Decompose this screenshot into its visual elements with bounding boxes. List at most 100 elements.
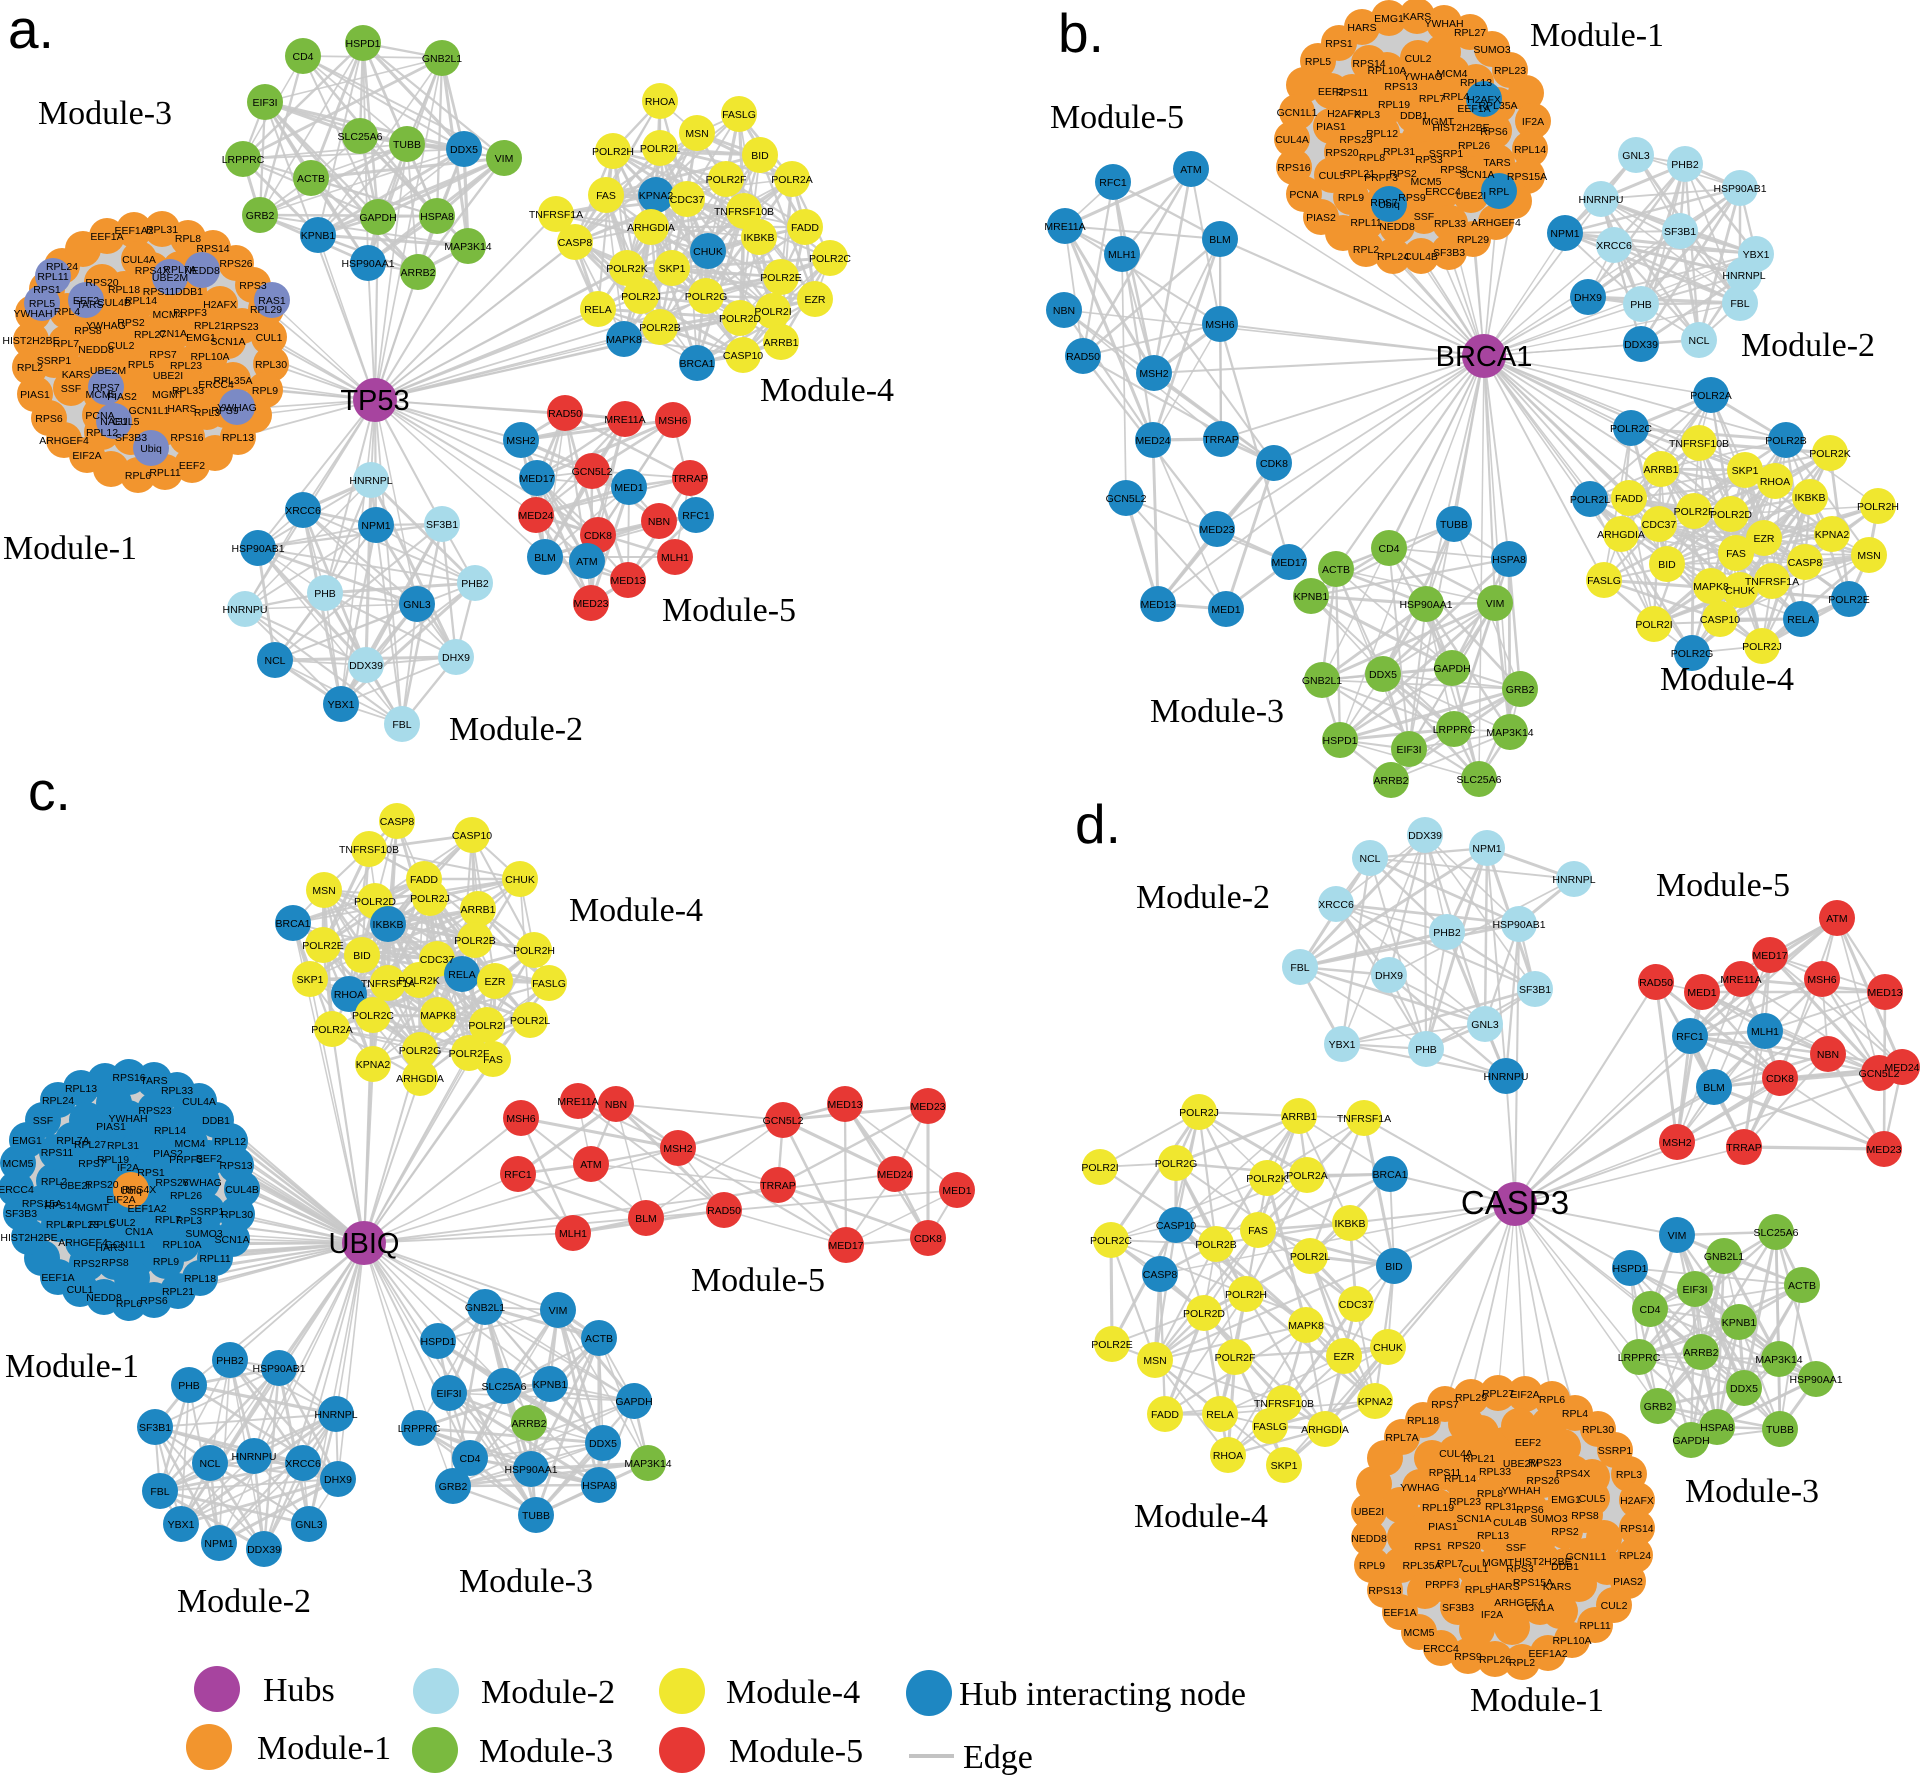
svg-text:EZR: EZR (1754, 533, 1775, 545)
svg-text:RPS16: RPS16 (112, 1072, 145, 1084)
svg-text:Hub interacting node: Hub interacting node (959, 1676, 1246, 1713)
svg-text:RPL12: RPL12 (1366, 128, 1398, 140)
svg-text:MSH2: MSH2 (663, 1143, 692, 1155)
svg-text:CASP10: CASP10 (1156, 1220, 1196, 1232)
svg-text:MCM5: MCM5 (86, 389, 117, 401)
svg-text:PHB2: PHB2 (1433, 927, 1461, 939)
svg-text:KPNB1: KPNB1 (1722, 1317, 1757, 1329)
svg-text:RPS23: RPS23 (225, 321, 258, 333)
svg-text:CN1A: CN1A (1526, 1602, 1554, 1614)
svg-text:HSPD1: HSPD1 (420, 1336, 455, 1348)
svg-text:POLR2A: POLR2A (1286, 1170, 1327, 1182)
svg-text:PHB: PHB (1415, 1044, 1437, 1056)
svg-text:FAS: FAS (1248, 1225, 1268, 1237)
svg-text:EEF1A: EEF1A (41, 1272, 74, 1284)
svg-text:UBE2I: UBE2I (1456, 190, 1486, 202)
svg-text:LRPPRC: LRPPRC (1433, 724, 1476, 736)
svg-text:PRPF3: PRPF3 (1425, 1579, 1459, 1591)
svg-text:HSP90AB1: HSP90AB1 (1713, 183, 1766, 195)
svg-text:ARHGDIA: ARHGDIA (627, 222, 675, 234)
svg-text:PHB2: PHB2 (461, 578, 489, 590)
svg-text:HIST2H2BE: HIST2H2BE (0, 1232, 57, 1244)
svg-text:YBX1: YBX1 (168, 1519, 195, 1531)
svg-text:MSH2: MSH2 (506, 435, 535, 447)
svg-text:RFC1: RFC1 (1676, 1031, 1704, 1043)
svg-text:RPL19: RPL19 (97, 1154, 129, 1166)
svg-text:RPL33: RPL33 (1434, 218, 1466, 230)
svg-text:YWHAG: YWHAG (1400, 1482, 1440, 1494)
svg-text:DDX39: DDX39 (349, 660, 383, 672)
svg-text:MLH1: MLH1 (1108, 249, 1136, 261)
svg-text:PRPF3: PRPF3 (1364, 172, 1398, 184)
svg-text:CUL4B: CUL4B (1404, 251, 1438, 263)
svg-text:MRE11A: MRE11A (557, 1096, 598, 1108)
svg-text:PIAS1: PIAS1 (1316, 121, 1346, 133)
svg-text:Ubiq: Ubiq (1378, 199, 1400, 211)
svg-text:YWHAH: YWHAH (1501, 1485, 1540, 1497)
svg-text:EZR: EZR (485, 976, 506, 988)
svg-text:RPL7: RPL7 (53, 338, 79, 350)
svg-text:BID: BID (751, 150, 769, 162)
svg-text:CDK8: CDK8 (914, 1233, 942, 1245)
svg-text:Module-3: Module-3 (38, 95, 172, 132)
svg-text:MSH6: MSH6 (506, 1113, 535, 1125)
svg-text:Module-5: Module-5 (1050, 99, 1184, 136)
svg-text:GNL3: GNL3 (1471, 1019, 1499, 1031)
svg-text:HNRNPU: HNRNPU (1484, 1071, 1529, 1083)
svg-text:POLR2C: POLR2C (1610, 423, 1652, 435)
svg-text:MLH1: MLH1 (661, 552, 689, 564)
svg-text:SKP1: SKP1 (1732, 465, 1759, 477)
svg-text:RPS8: RPS8 (74, 325, 102, 337)
svg-text:RPS1: RPS1 (1414, 1541, 1442, 1553)
svg-text:RPL13: RPL13 (1460, 77, 1492, 89)
svg-text:HNRNPU: HNRNPU (1579, 194, 1624, 206)
svg-text:RPS26: RPS26 (155, 1177, 188, 1189)
svg-text:EIF2A: EIF2A (1510, 1389, 1539, 1401)
svg-text:EIF3I: EIF3I (1682, 1284, 1707, 1296)
svg-text:TARS: TARS (1483, 157, 1510, 169)
svg-text:RPS1: RPS1 (1325, 38, 1353, 50)
svg-text:ATM: ATM (576, 556, 597, 568)
svg-text:GRB2: GRB2 (1506, 684, 1535, 696)
svg-text:GCN5L2: GCN5L2 (1859, 1068, 1900, 1080)
svg-text:RPS14: RPS14 (196, 243, 229, 255)
svg-text:DHX9: DHX9 (324, 1474, 352, 1486)
svg-text:RPL21: RPL21 (1343, 168, 1375, 180)
svg-text:HNRNPL: HNRNPL (1722, 270, 1765, 282)
svg-text:MGMT: MGMT (152, 389, 185, 401)
svg-text:POLR2B: POLR2B (1195, 1239, 1236, 1251)
svg-text:MSH2: MSH2 (1662, 1137, 1691, 1149)
svg-text:KARS: KARS (1403, 11, 1432, 23)
svg-text:HARS: HARS (95, 1242, 124, 1254)
svg-text:EIF3I: EIF3I (252, 97, 277, 109)
svg-text:POLR2D: POLR2D (719, 313, 761, 325)
svg-text:CASP3: CASP3 (1461, 1184, 1569, 1221)
svg-text:TNFRSF1A: TNFRSF1A (361, 978, 415, 990)
svg-text:RPL29: RPL29 (1455, 1392, 1487, 1404)
svg-text:MCM5: MCM5 (1411, 176, 1442, 188)
svg-text:ATM: ATM (1180, 164, 1201, 176)
svg-text:HSPA8: HSPA8 (1492, 554, 1526, 566)
svg-text:ARHGEF4: ARHGEF4 (1494, 1597, 1544, 1609)
svg-text:MSH6: MSH6 (1807, 974, 1836, 986)
svg-text:KPNB1: KPNB1 (1294, 591, 1329, 603)
svg-text:RPS26: RPS26 (1526, 1475, 1559, 1487)
svg-text:ARRB1: ARRB1 (763, 337, 798, 349)
svg-text:b.: b. (1058, 2, 1104, 64)
svg-text:FASLG: FASLG (1253, 1421, 1287, 1433)
svg-text:POLR2I: POLR2I (1081, 1162, 1118, 1174)
svg-text:Hubs: Hubs (263, 1672, 335, 1709)
svg-text:EEF1A: EEF1A (1457, 103, 1490, 115)
svg-text:RPS15A: RPS15A (1513, 1577, 1553, 1589)
svg-text:RPL9: RPL9 (1338, 192, 1364, 204)
svg-text:POLR2E: POLR2E (1091, 1339, 1132, 1351)
svg-text:RPS26: RPS26 (219, 258, 252, 270)
svg-text:RPS15A: RPS15A (1507, 171, 1547, 183)
svg-text:POLR2I: POLR2I (754, 306, 791, 318)
svg-text:XRCC6: XRCC6 (1596, 240, 1632, 252)
svg-text:NEDD8: NEDD8 (86, 1292, 122, 1304)
svg-text:POLR2K: POLR2K (1809, 448, 1850, 460)
svg-text:Module-2: Module-2 (1136, 879, 1270, 916)
svg-text:MGMT: MGMT (77, 1202, 110, 1214)
svg-text:RPS1: RPS1 (33, 284, 61, 296)
